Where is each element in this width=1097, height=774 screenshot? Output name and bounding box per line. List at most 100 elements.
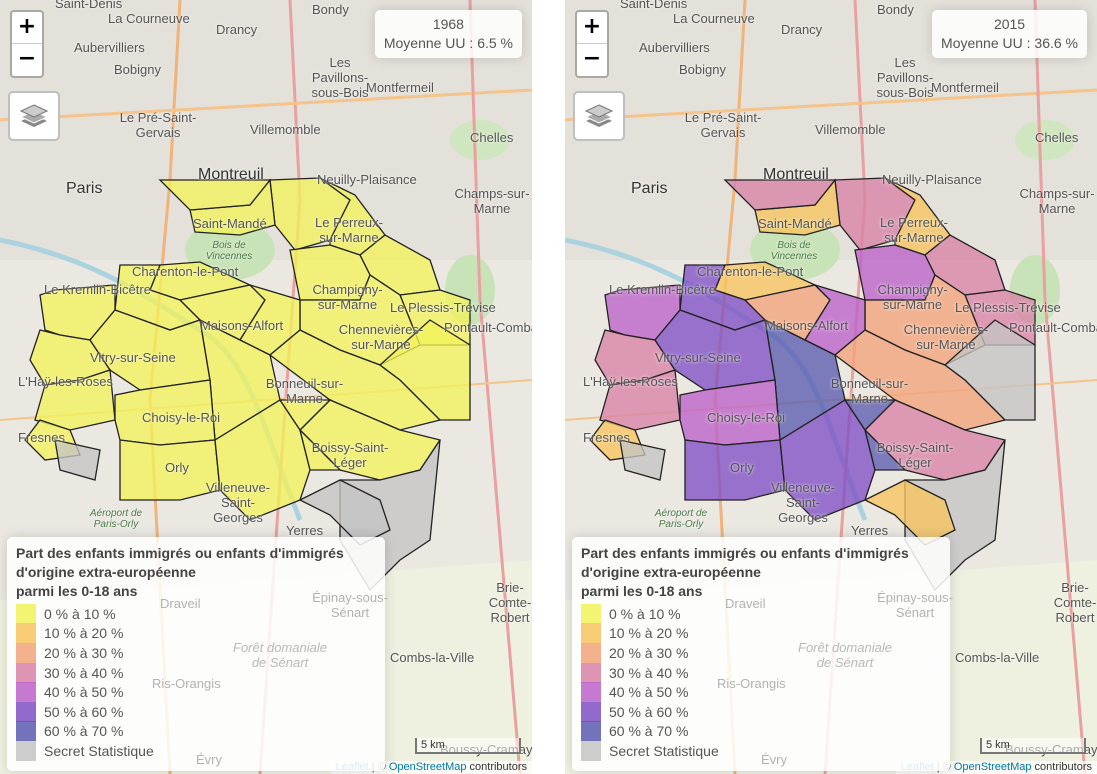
place-label: Brie-Comte-Robert [1053, 580, 1097, 625]
place-label: Chelles [1035, 130, 1079, 145]
place-label: Le Plessis-Trévise [390, 300, 496, 315]
map-panel-2015[interactable]: Saint-Denis La Courneuve Bondy Drancy Au… [565, 0, 1097, 774]
commune-polygon[interactable] [863, 479, 956, 546]
commune-polygon[interactable] [298, 479, 391, 546]
place-label: Fresnes [583, 430, 630, 445]
place-label: Champigny-sur-Marne [877, 282, 948, 312]
place-label: Champs-sur-Marne [1019, 186, 1095, 216]
legend-item: 20 % à 30 % [16, 642, 376, 663]
place-label: Villemomble [250, 122, 321, 137]
legend-swatch [581, 662, 601, 683]
place-label: Yerres [851, 523, 889, 538]
place-label: Le Kremlin-Bicêtre [609, 282, 716, 297]
commune-polygon[interactable] [378, 319, 471, 421]
map-panel-1968[interactable]: Saint-Denis La Courneuve Bondy Drancy Au… [0, 0, 532, 774]
place-label: Ris-Orangis [152, 676, 221, 691]
place-label: Maisons-Alfort [765, 318, 849, 333]
scale-bar: 5 km [980, 738, 1086, 754]
place-label: Boissy-Saint-Léger [311, 440, 389, 470]
legend-label: 40 % à 50 % [44, 684, 124, 701]
legend-swatch [16, 740, 36, 761]
place-label: Brie-Comte-Robert [488, 580, 532, 625]
legend-swatch [581, 623, 601, 644]
legend-item: 50 % à 60 % [581, 701, 941, 722]
legend-item: Secret Statistique [16, 740, 376, 761]
legend-item: 40 % à 50 % [581, 682, 941, 703]
legend-item: 10 % à 20 % [16, 623, 376, 644]
legend-label: 0 % à 10 % [44, 605, 116, 622]
info-box: 2015 Moyenne UU : 36.6 % [932, 10, 1087, 58]
commune-polygon[interactable] [54, 439, 101, 481]
legend-item: 60 % à 70 % [16, 721, 376, 742]
legend-swatch [581, 682, 601, 703]
place-label: Bois de Vincennes [205, 240, 253, 262]
attribution-suffix: contributors [466, 761, 527, 773]
legend-item: 0 % à 10 % [16, 603, 376, 624]
zoom-in-button[interactable]: + [577, 12, 607, 44]
place-label: Forêt domaniale de Sénart [233, 640, 327, 670]
legend-title: d'origine extra-européenne [16, 564, 196, 580]
place-label: La Courneuve [108, 11, 190, 26]
legend-swatch [16, 662, 36, 683]
layers-button[interactable] [573, 91, 625, 141]
commune-polygon[interactable] [278, 399, 342, 471]
place-label: Champs-sur-Marne [454, 186, 530, 216]
place-label: Évry [761, 752, 787, 767]
place-label: Combs-la-Ville [390, 650, 475, 665]
info-box: 1968 Moyenne UU : 6.5 % [374, 10, 522, 58]
legend-swatch [581, 642, 601, 663]
legend-swatch [16, 701, 36, 722]
zoom-in-button[interactable]: + [12, 12, 42, 44]
place-label: Chennevières-sur-Marne [903, 322, 989, 352]
place-label: Épinay-sous-Sénart [877, 590, 953, 620]
place-label: Orly [165, 460, 189, 475]
place-label: Paris [66, 180, 103, 197]
place-label: Montfermeil [931, 80, 999, 95]
legend-title: Part des enfants immigrés ou enfants d'i… [16, 545, 344, 561]
legend-label: 50 % à 60 % [44, 703, 124, 720]
place-label: Chelles [470, 130, 514, 145]
place-label: Montreuil [763, 166, 829, 183]
layers-icon [20, 104, 48, 127]
legend-label: 20 % à 30 % [44, 644, 124, 661]
legend-title: parmi les 0-18 ans [16, 583, 138, 599]
place-label: Bobigny [679, 62, 726, 77]
commune-polygon[interactable] [158, 179, 272, 211]
place-label: Aubervilliers [74, 40, 145, 55]
year-label: 2015 [993, 16, 1026, 32]
place-label: Paris [631, 180, 668, 197]
legend-swatch [16, 623, 36, 644]
place-label: Choisy-le-Roi [707, 410, 786, 425]
place-label: Draveil [160, 596, 201, 611]
mean-label: Moyenne UU : 36.6 % [941, 35, 1078, 51]
commune-polygon[interactable] [723, 179, 837, 211]
commune-polygon[interactable] [619, 439, 666, 481]
place-label: Combs-la-Ville [955, 650, 1040, 665]
place-label: Aubervilliers [639, 40, 710, 55]
place-label: Pontault-Combault [444, 320, 532, 335]
osm-link[interactable]: OpenStreetMap [388, 761, 467, 773]
legend-swatch [581, 603, 601, 624]
zoom-out-button[interactable]: − [582, 46, 602, 71]
place-label: Épinay-sous-Sénart [312, 590, 388, 620]
place-label: Bobigny [114, 62, 161, 77]
place-label: Bondy [312, 2, 349, 17]
legend-item: 0 % à 10 % [581, 603, 941, 624]
osm-link[interactable]: OpenStreetMap [953, 761, 1032, 773]
legend-item: 50 % à 60 % [16, 701, 376, 722]
place-label: Les Pavillons-sous-Bois [311, 55, 369, 100]
legend-label: 50 % à 60 % [609, 703, 689, 720]
zoom-out-button[interactable]: − [17, 46, 37, 71]
place-label: Neuilly-Plaisance [317, 172, 417, 187]
legend: Part des enfants immigrés ou enfants d'i… [572, 537, 950, 771]
place-label: Bonneuil-sur-Marne [265, 376, 344, 406]
legend-label: 0 % à 10 % [609, 605, 681, 622]
place-label: Aéroport de Paris-Orly [654, 508, 708, 530]
commune-polygon[interactable] [843, 399, 907, 471]
place-label: Saint-Mandé [758, 216, 832, 231]
commune-polygon[interactable] [943, 319, 1036, 421]
legend-item: 20 % à 30 % [581, 642, 941, 663]
legend: Part des enfants immigrés ou enfants d'i… [7, 537, 385, 771]
layers-button[interactable] [8, 91, 60, 141]
legend-label: 10 % à 20 % [609, 625, 689, 642]
